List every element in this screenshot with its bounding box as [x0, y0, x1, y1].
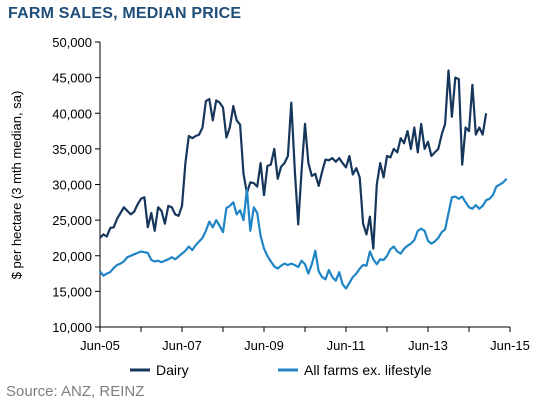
- x-tick-label: Jun-13: [408, 338, 448, 353]
- y-tick-label: 45,000: [52, 71, 92, 86]
- series-line-dairy: [99, 69, 488, 250]
- y-tick-label: 30,000: [52, 178, 92, 193]
- x-tick-label: Jun-11: [327, 338, 366, 353]
- y-tick-label: 40,000: [52, 106, 92, 121]
- legend-label: Dairy: [156, 362, 189, 378]
- y-tick-label: 20,000: [52, 249, 92, 264]
- chart-title: FARM SALES, MEDIAN PRICE: [8, 5, 242, 22]
- series-line-all-farms: [99, 178, 508, 290]
- x-axis-ticks: Jun-05 Jun-07 Jun-09 Jun-11 Jun-13 Jun-15: [80, 327, 530, 353]
- y-axis-ticks: 10,000 15,000 20,000 25,000 30,000 35,000 40,0…: [52, 35, 100, 335]
- source-note: Source: ANZ, REINZ: [6, 383, 145, 400]
- y-tick-label: 15,000: [52, 284, 92, 299]
- x-tick-label: Jun-15: [490, 338, 530, 353]
- x-tick-label: Jun-05: [80, 338, 120, 353]
- y-tick-label: 35,000: [52, 142, 92, 157]
- legend-label: All farms ex. lifestyle: [304, 362, 432, 378]
- series-lines: [99, 69, 508, 290]
- y-tick-label: 25,000: [52, 213, 92, 228]
- y-axis-label: $ per hectare (3 mth median, sa): [9, 91, 24, 280]
- legend: Dairy All farms ex. lifestyle: [130, 362, 432, 378]
- x-tick-label: Jun-09: [244, 338, 284, 353]
- x-tick-label: Jun-07: [162, 338, 202, 353]
- y-tick-label: 10,000: [52, 320, 92, 335]
- y-tick-label: 50,000: [52, 35, 92, 50]
